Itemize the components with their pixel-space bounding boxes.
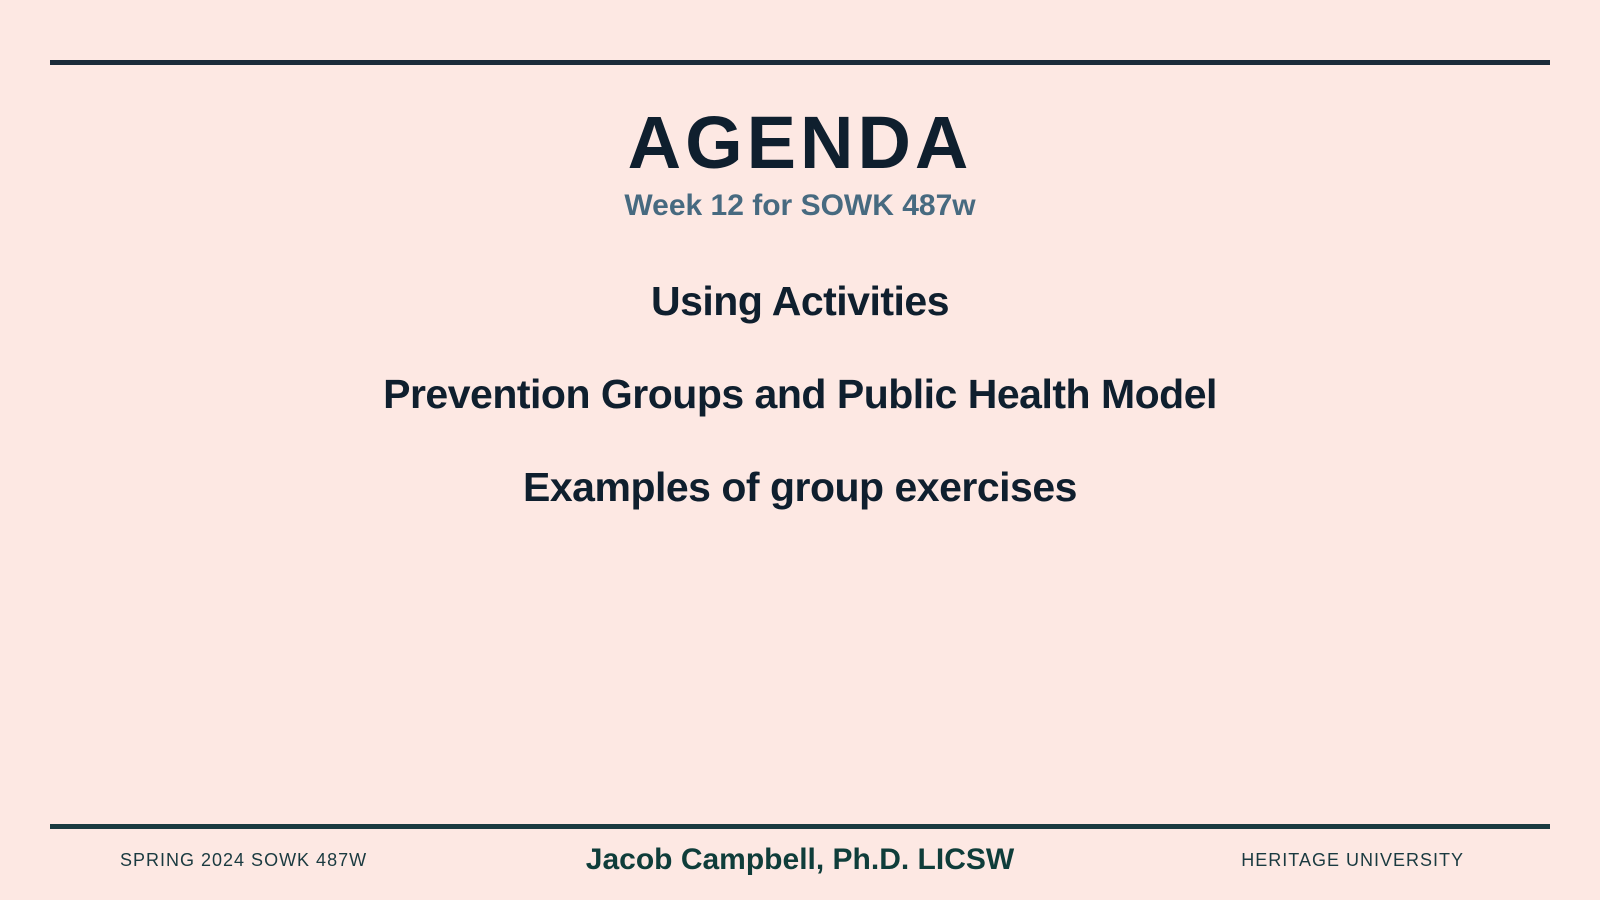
top-divider bbox=[50, 60, 1550, 65]
agenda-item-prevention-groups: Prevention Groups and Public Health Mode… bbox=[383, 371, 1217, 417]
agenda-list: Using Activities Prevention Groups and P… bbox=[0, 270, 1600, 549]
footer-institution: HERITAGE UNIVERSITY bbox=[1241, 850, 1464, 870]
bottom-divider bbox=[50, 824, 1550, 829]
slide-subtitle: Week 12 for SOWK 487w bbox=[624, 189, 976, 222]
agenda-item-using-activities: Using Activities bbox=[650, 278, 950, 324]
slide-title: AGENDA bbox=[627, 101, 973, 184]
agenda-item-group-exercises: Examples of group exercises bbox=[523, 464, 1077, 510]
footer-presenter: Jacob Campbell, Ph.D. LICSW bbox=[585, 843, 1015, 876]
footer-course: SPRING 2024 SOWK 487W bbox=[120, 850, 368, 870]
